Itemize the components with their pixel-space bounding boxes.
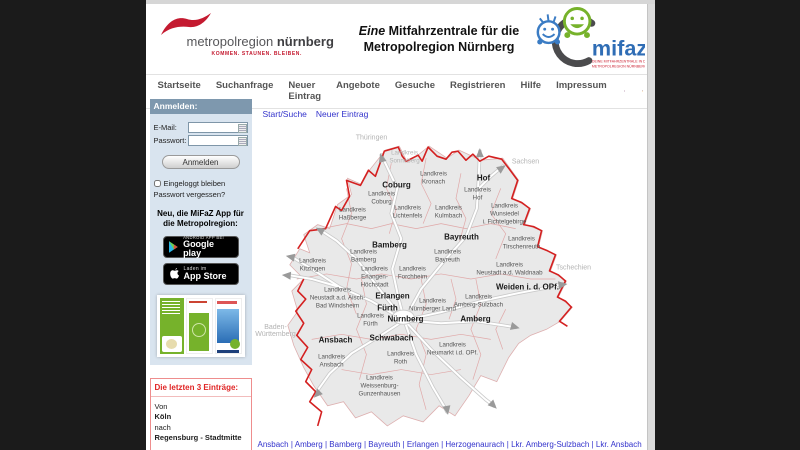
nuremberg-city-area [391,309,415,325]
entry-von-label: Von [154,401,168,411]
entry-from: Köln [154,412,172,422]
autofill-icon [237,137,247,146]
app-store-line1: Laden im [183,265,207,272]
map-link-bamberg[interactable]: Bamberg [329,440,362,449]
site-slogan: Eine Mitfahrzentrale für die Metropolreg… [352,23,527,56]
email-input[interactable] [187,122,248,133]
mifaz-sub2: METROPOLREGION NÜRNBERG [591,65,644,69]
state-border-red-left [294,278,322,427]
brand-word2: nürnberg [276,34,334,49]
slogan-line2: Metropolregion Nürnberg [363,40,515,54]
nav-suchanfrage[interactable]: Suchanfrage [215,80,274,91]
map-link-herzogenaurach[interactable]: Herzogenaurach [445,440,505,449]
metropolregion-logo: metropolregion nürnberg KOMMEN. STAUNEN.… [152,8,352,70]
stay-logged-in-checkbox[interactable] [153,180,161,187]
entry-nach-label: nach [154,422,171,432]
map-link-ansbach[interactable]: Ansbach [257,440,289,449]
brand-word1: metropolregion [186,34,274,49]
map-graphic [281,145,573,427]
brand-title: metropolregion nürnberg [187,34,334,49]
slogan-em: Eine [358,23,386,38]
map-link-bayreuth[interactable]: Bayreuth [368,440,401,449]
forgot-password-link[interactable]: Passwort vergessen? [153,190,226,199]
last-entries-title: Die letzten 3 Einträge: [150,379,251,397]
google-play-icon [168,241,178,253]
nav-neuer-eintrag[interactable]: Neuer Eintrag [288,80,322,102]
flyer-image[interactable] [156,294,245,357]
top-link-start-suche[interactable]: Start/Suche [262,109,307,119]
flyer-panel-3 [214,297,242,354]
nav-items: Startseite Suchanfrage Neuer Eintrag Angebo… [158,80,607,102]
scrollbar[interactable] [646,4,655,450]
sidebar: Anmelden: E-Mail: Passwort: Anmelden Ein… [149,99,252,450]
google-play-line2: Google play [183,238,215,258]
map-links-line1: Ansbach | Amberg | Bamberg | Bayreuth | … [258,440,646,450]
email-label: E-Mail: [153,123,177,132]
swoosh-icon [160,13,211,35]
top-link-neuer-eintrag[interactable]: Neuer Eintrag [315,109,369,119]
password-input[interactable] [187,135,248,146]
header: metropolregion nürnberg KOMMEN. STAUNEN.… [146,4,655,74]
uk-flag-icon[interactable] [623,86,625,96]
login-panel: E-Mail: Passwort: Anmelden Eingeloggt bl… [149,114,252,365]
mifaz-logo: mifaz DEINE MITFAHRZENTRALE IN DER METRO… [536,7,645,69]
login-title: Anmelden: [149,99,252,114]
map-link-amberg[interactable]: Amberg [294,440,323,449]
flyer-panel-2 [186,297,213,354]
app-promo-heading: Neu, die MiFaZ App für die Metropolregio… [157,209,244,229]
apple-icon [169,268,179,279]
stay-logged-in-label: Eingeloggt bleiben [163,179,226,188]
nav-startseite[interactable]: Startseite [157,80,201,91]
google-play-line1: ANDROID APP BEI [183,234,225,240]
blue-smiley-icon [536,14,561,45]
green-smiley-icon [562,7,591,39]
last-entries-box: Die letzten 3 Einträge: Von Köln nach Regen… [149,377,252,450]
nav-registrieren[interactable]: Registrieren [450,80,506,91]
autofill-icon [237,124,247,133]
main-nav: Startseite Suchanfrage Neuer Eintrag Angebo… [145,74,655,109]
nav-gesuche[interactable]: Gesuche [394,80,436,91]
direction-arrows [281,148,567,415]
app-store-badge[interactable]: Laden im App Store [162,262,239,285]
map-link-lkr-amberg-sulzbach[interactable]: Lkr. Amberg-Sulzbach [511,440,590,449]
german-flag-icon[interactable] [641,86,643,96]
map-link-lkr-ansbach[interactable]: Lkr. Ansbach [595,440,642,449]
entry-to: Regensburg - Stadtmitte [154,433,242,443]
brand-tagline: KOMMEN. STAUNEN. BLEIBEN. [211,51,302,57]
slogan-line1: Mitfahrzentrale für die [385,23,520,38]
nav-impressum[interactable]: Impressum [556,80,607,91]
nav-hilfe[interactable]: Hilfe [520,80,542,91]
mifaz-sub1: DEINE MITFAHRZENTRALE IN DER [591,60,644,64]
flyer-panel-1 [159,297,185,354]
nav-angebote[interactable]: Angebote [336,80,380,91]
state-border-red [296,146,572,327]
top-strip [145,0,655,4]
map-link-erlangen[interactable]: Erlangen [406,440,439,449]
mifaz-wordmark: mifaz [591,36,644,61]
password-label: Passwort: [153,136,187,145]
page: metropolregion nürnberg KOMMEN. STAUNEN.… [145,0,655,450]
breadcrumb-links: Start/Suche Neuer Eintrag [263,109,378,119]
region-shape [286,145,573,427]
app-store-line2: App Store [183,270,227,281]
google-play-badge[interactable]: ANDROID APP BEI Google play [162,234,239,258]
login-button[interactable]: Anmelden [161,155,240,169]
region-map: Thüringen Sachsen Tschechien Baden- Württem… [252,128,650,440]
map-city-links: Ansbach | Amberg | Bamberg | Bayreuth | … [258,440,646,450]
